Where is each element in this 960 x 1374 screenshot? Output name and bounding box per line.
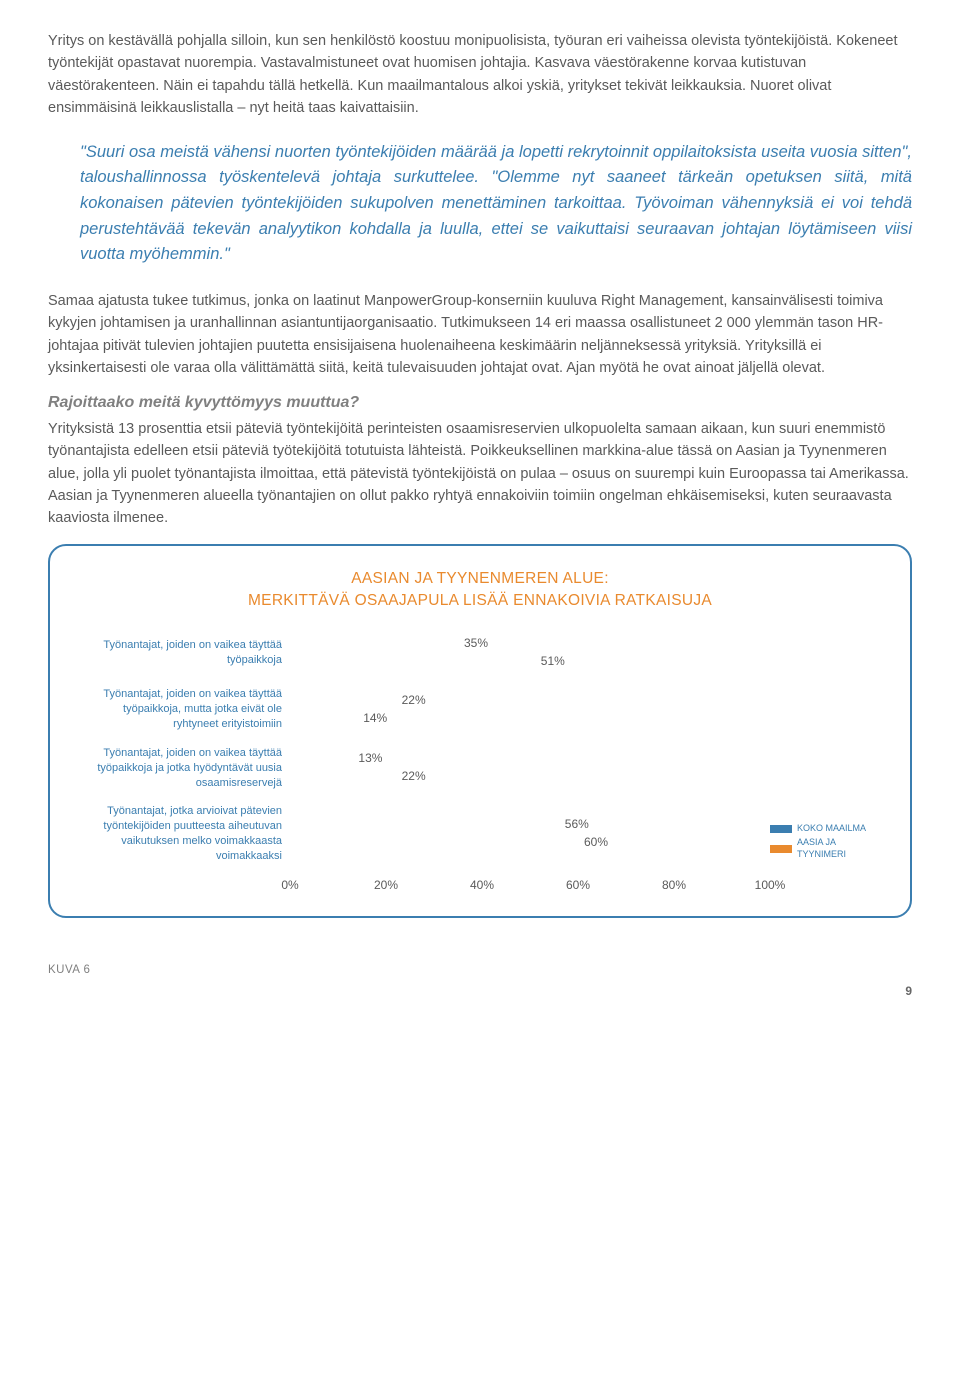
bar-value-label: 51% (535, 654, 565, 668)
bar-value-label: 22% (396, 769, 426, 783)
chart-axis-ticks: 0%20%40%60%80%100% (290, 878, 770, 896)
chart-row: Työnantajat, joiden on vaikea täyttää ty… (80, 633, 770, 673)
chart-row-label: Työnantajat, joiden on vaikea täyttää ty… (80, 687, 290, 732)
bar-global: 35% (290, 635, 770, 651)
chart-container: AASIAN JA TYYNENMEREN ALUE: MERKITTÄVÄ O… (48, 544, 912, 918)
chart-bars-zone: 56%60% (290, 814, 770, 854)
chart-rows: Työnantajat, joiden on vaikea täyttää ty… (80, 633, 770, 895)
chart-title-line2: MERKITTÄVÄ OSAAJAPULA LISÄÄ ENNAKOIVIA R… (248, 592, 712, 609)
bar-value-label: 60% (578, 835, 608, 849)
page-number: 9 (48, 984, 912, 998)
chart-row-label: Työnantajat, joiden on vaikea täyttää ty… (80, 638, 290, 668)
chart-axis: 0%20%40%60%80%100% (80, 878, 770, 896)
bar-value-label: 14% (357, 711, 387, 725)
legend-label-asia: AASIA JA TYYNIMERI (797, 837, 880, 860)
legend-item-asia: AASIA JA TYYNIMERI (770, 837, 880, 860)
paragraph-3: Yrityksistä 13 prosenttia etsii päteviä … (48, 418, 912, 530)
bar-asia: 51% (290, 653, 770, 669)
bar-global: 56% (290, 816, 770, 832)
chart-title: AASIAN JA TYYNENMEREN ALUE: MERKITTÄVÄ O… (80, 568, 880, 611)
chart-row-label: Työnantajat, jotka arvioivat pätevien ty… (80, 804, 290, 863)
legend-swatch-global (770, 825, 792, 833)
paragraph-1: Yritys on kestävällä pohjalla silloin, k… (48, 30, 912, 120)
axis-tick-label: 80% (662, 878, 686, 892)
chart-row: Työnantajat, jotka arvioivat pätevien ty… (80, 804, 770, 863)
legend-label-global: KOKO MAAILMA (797, 823, 866, 835)
paragraph-2: Samaa ajatusta tukee tutkimus, jonka on … (48, 290, 912, 380)
chart-row: Työnantajat, joiden on vaikea täyttää ty… (80, 746, 770, 791)
legend-swatch-asia (770, 845, 792, 853)
axis-tick-label: 60% (566, 878, 590, 892)
chart-bars-zone: 13% 22% (290, 748, 770, 788)
chart-body: Työnantajat, joiden on vaikea täyttää ty… (80, 633, 880, 895)
chart-title-line1: AASIAN JA TYYNENMEREN ALUE: (351, 570, 609, 587)
pull-quote: "Suuri osa meistä vähensi nuorten työnte… (48, 134, 912, 274)
axis-tick-label: 0% (281, 878, 298, 892)
chart-legend: KOKO MAAILMA AASIA JA TYYNIMERI (770, 823, 880, 864)
bar-value-label: 56% (559, 817, 589, 831)
legend-item-global: KOKO MAAILMA (770, 823, 880, 835)
bar-value-label: 35% (458, 636, 488, 650)
bar-global: 13% (290, 750, 770, 766)
sub-heading: Rajoittaako meitä kyvyttömyys muuttua? (48, 394, 912, 412)
bar-value-label: 13% (352, 751, 382, 765)
bar-global: 22% (290, 692, 770, 708)
chart-row-label: Työnantajat, joiden on vaikea täyttää ty… (80, 746, 290, 791)
figure-label: KUVA 6 (48, 964, 912, 976)
chart-bars-zone: 35% 51% (290, 633, 770, 673)
bar-asia: 22% (290, 768, 770, 784)
axis-tick-label: 20% (374, 878, 398, 892)
bar-asia: 14% (290, 710, 770, 726)
chart-bars-zone: 22% 14% (290, 690, 770, 730)
axis-tick-label: 100% (755, 878, 786, 892)
bar-asia: 60% (290, 834, 770, 850)
chart-row: Työnantajat, joiden on vaikea täyttää ty… (80, 687, 770, 732)
axis-tick-label: 40% (470, 878, 494, 892)
bar-value-label: 22% (396, 693, 426, 707)
